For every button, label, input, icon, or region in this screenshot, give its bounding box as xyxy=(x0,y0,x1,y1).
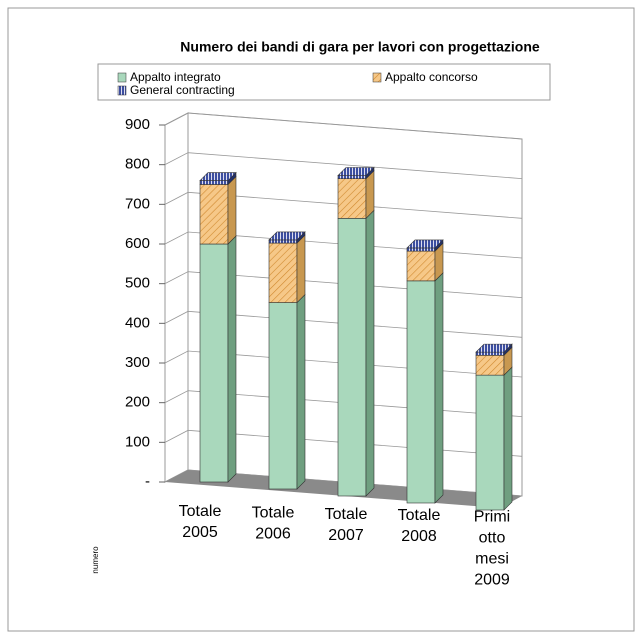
x-tick-label: Totale 2006 xyxy=(252,505,295,543)
bar-side xyxy=(227,235,237,483)
y-tick-label: - xyxy=(145,473,150,490)
grid-line xyxy=(164,112,523,140)
bar-front xyxy=(475,354,505,376)
bar-front xyxy=(268,242,298,303)
bar-front xyxy=(406,247,436,252)
chart-title: Numero dei bandi di gara per lavori con … xyxy=(180,39,540,55)
bar-top xyxy=(337,167,375,176)
legend-swatch xyxy=(372,72,382,83)
bar-front xyxy=(199,180,229,185)
bar-side xyxy=(365,209,375,497)
y-tick-label: 400 xyxy=(125,314,150,331)
grid-line xyxy=(164,152,523,180)
bar-front xyxy=(475,374,505,511)
y-tick-label: 700 xyxy=(125,195,150,212)
legend-swatch xyxy=(117,85,127,96)
bar-side xyxy=(434,272,444,504)
bar-top xyxy=(406,239,444,249)
bar-front xyxy=(475,351,505,356)
bar-side xyxy=(503,366,513,511)
x-tick-label: Totale 2005 xyxy=(179,503,222,541)
bar-front xyxy=(406,280,436,504)
y-tick-label: 200 xyxy=(125,394,150,411)
y-tick-label: 500 xyxy=(125,275,150,292)
bar-front xyxy=(337,178,367,219)
bar-top xyxy=(199,172,237,181)
legend-box xyxy=(97,63,551,101)
bar-top xyxy=(475,343,513,353)
bar-front xyxy=(337,218,367,497)
y-tick-label: 600 xyxy=(125,235,150,252)
grid-line xyxy=(164,191,523,219)
bar-side xyxy=(296,234,306,304)
bar-front xyxy=(337,175,367,179)
legend-label: Appalto integrato xyxy=(130,70,221,84)
bar-front xyxy=(406,250,436,282)
y-axis-label: numero xyxy=(91,546,100,574)
legend-label: Appalto concorso xyxy=(385,70,478,84)
x-tick-label: Totale 2008 xyxy=(398,507,441,545)
bar-front xyxy=(199,243,229,483)
y-tick-label: 100 xyxy=(125,433,150,450)
bar-front xyxy=(268,302,298,490)
legend-label: General contracting xyxy=(130,83,235,97)
legend-swatch xyxy=(117,72,127,83)
bar-side xyxy=(227,175,237,245)
y-tick-label: 300 xyxy=(125,354,150,371)
x-tick-label: Primi otto mesi 2009 xyxy=(474,509,510,589)
y-tick-label: 800 xyxy=(125,156,150,173)
bar-front xyxy=(199,184,229,245)
bar-side xyxy=(296,293,306,490)
bar-top xyxy=(268,231,306,241)
y-tick-label: 900 xyxy=(125,116,150,133)
bar-front xyxy=(268,239,298,244)
side-wall xyxy=(164,112,189,483)
x-tick-label: Totale 2007 xyxy=(325,506,368,544)
